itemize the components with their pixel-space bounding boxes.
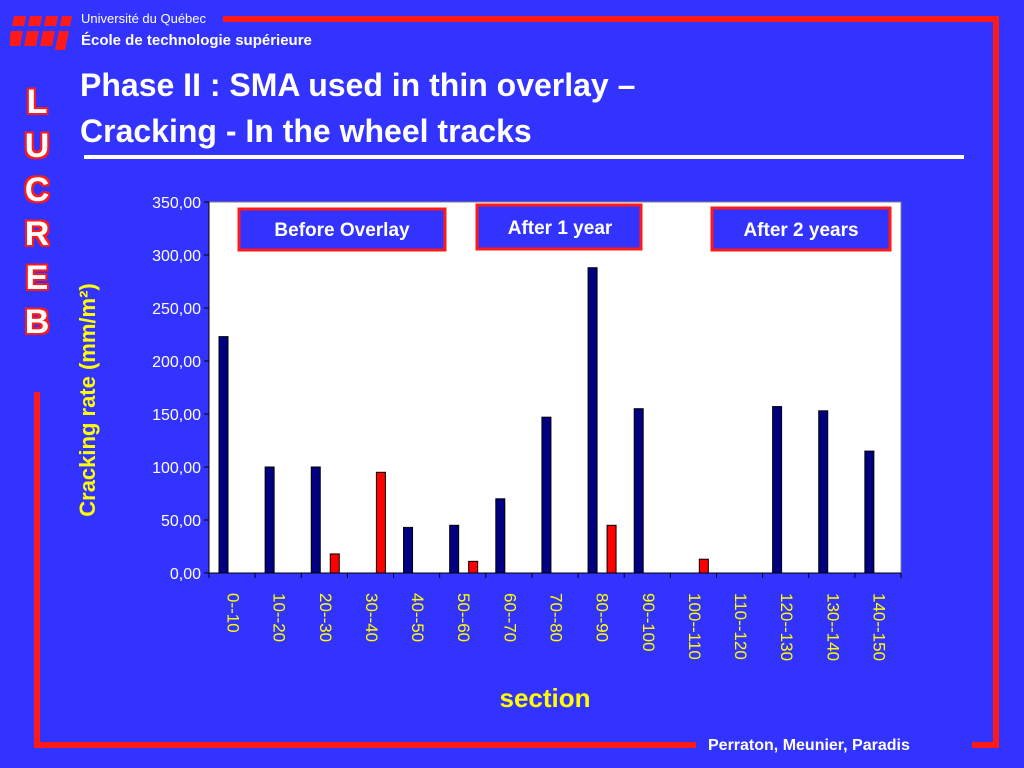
frame-top	[223, 16, 999, 22]
legend-label: After 1 year	[508, 218, 613, 239]
x-tick-label: 100--110	[685, 593, 704, 660]
y-tick-label: 300,00	[152, 248, 201, 265]
bar-after-1-year	[375, 471, 386, 574]
bar-before-overlay	[541, 416, 552, 574]
x-tick-label: 60--70	[500, 593, 519, 642]
bar-before-overlay	[403, 526, 414, 574]
frame-left	[34, 392, 40, 748]
legend-box	[710, 206, 892, 252]
frame-bottom-right	[972, 742, 999, 748]
bar-before-overlay	[818, 410, 829, 574]
frame-bottom	[34, 742, 696, 748]
logo-letter: U	[24, 127, 50, 165]
x-tick-label: 50--60	[454, 593, 473, 642]
slide-title-line1: Phase II : SMA used in thin overlay –	[80, 67, 636, 103]
x-tick-label: 0--10	[224, 593, 243, 633]
bar-before-overlay	[310, 466, 321, 574]
logo-letter: R	[24, 215, 50, 253]
x-tick-label: 10--20	[270, 593, 289, 642]
y-tick-label: 200,00	[152, 354, 201, 371]
ets-logo-icon	[10, 16, 72, 50]
bar-before-overlay	[587, 267, 598, 574]
x-tick-label: 20--30	[316, 593, 335, 642]
y-tick-label: 50,00	[161, 513, 201, 530]
plot-area	[208, 201, 902, 574]
legend-box	[237, 207, 447, 252]
y-tick-label: 250,00	[152, 301, 201, 318]
bar-before-overlay	[264, 466, 275, 574]
y-tick-label: 100,00	[152, 460, 201, 477]
logo-letter: C	[24, 171, 50, 209]
bar-before-overlay	[218, 336, 229, 574]
x-tick-label: 30--40	[362, 593, 381, 642]
legend-box	[475, 203, 643, 251]
bar-after-1-year	[698, 558, 709, 574]
x-tick-label: 110--120	[731, 593, 750, 660]
legend-label: Before Overlay	[274, 220, 410, 241]
x-tick-label: 130--140	[823, 593, 842, 661]
slide-title-line2: Cracking - In the wheel tracks	[80, 113, 532, 149]
bar-after-1-year	[329, 553, 340, 574]
logo-letter: L	[26, 83, 48, 121]
frame-right	[993, 16, 999, 748]
x-axis-label: section	[499, 683, 590, 713]
bar-before-overlay	[633, 408, 644, 574]
x-tick-label: 40--50	[408, 593, 427, 642]
lucreb-vertical-logo: L U C R E B	[14, 80, 60, 344]
bar-before-overlay	[495, 498, 506, 574]
slide-title: Phase II : SMA used in thin overlay – Cr…	[80, 62, 980, 154]
title-underline	[84, 155, 964, 159]
y-axis-label: Cracking rate (mm/m²)	[75, 283, 100, 517]
x-tick-label: 80--90	[593, 593, 612, 642]
bar-after-1-year	[606, 524, 617, 574]
x-tick-label: 120--130	[777, 593, 796, 661]
x-tick-label: 70--80	[547, 593, 566, 642]
bar-before-overlay	[864, 450, 875, 574]
y-tick-label: 350,00	[152, 195, 201, 212]
x-tick-label: 140--150	[869, 593, 888, 661]
y-tick-label: 150,00	[152, 407, 201, 424]
school-name: École de technologie supérieure	[81, 32, 312, 49]
bar-before-overlay	[449, 524, 460, 574]
y-tick-label: 0,00	[170, 566, 201, 583]
logo-letter: B	[24, 303, 50, 341]
footer-authors: Perraton, Meunier, Paradis	[708, 737, 910, 754]
legend-label: After 2 years	[743, 220, 858, 241]
bar-after-1-year	[468, 560, 479, 574]
logo-letter: E	[25, 259, 49, 297]
x-tick-label: 90--100	[639, 593, 658, 652]
bar-before-overlay	[772, 406, 783, 574]
university-name: Université du Québec	[81, 11, 207, 26]
